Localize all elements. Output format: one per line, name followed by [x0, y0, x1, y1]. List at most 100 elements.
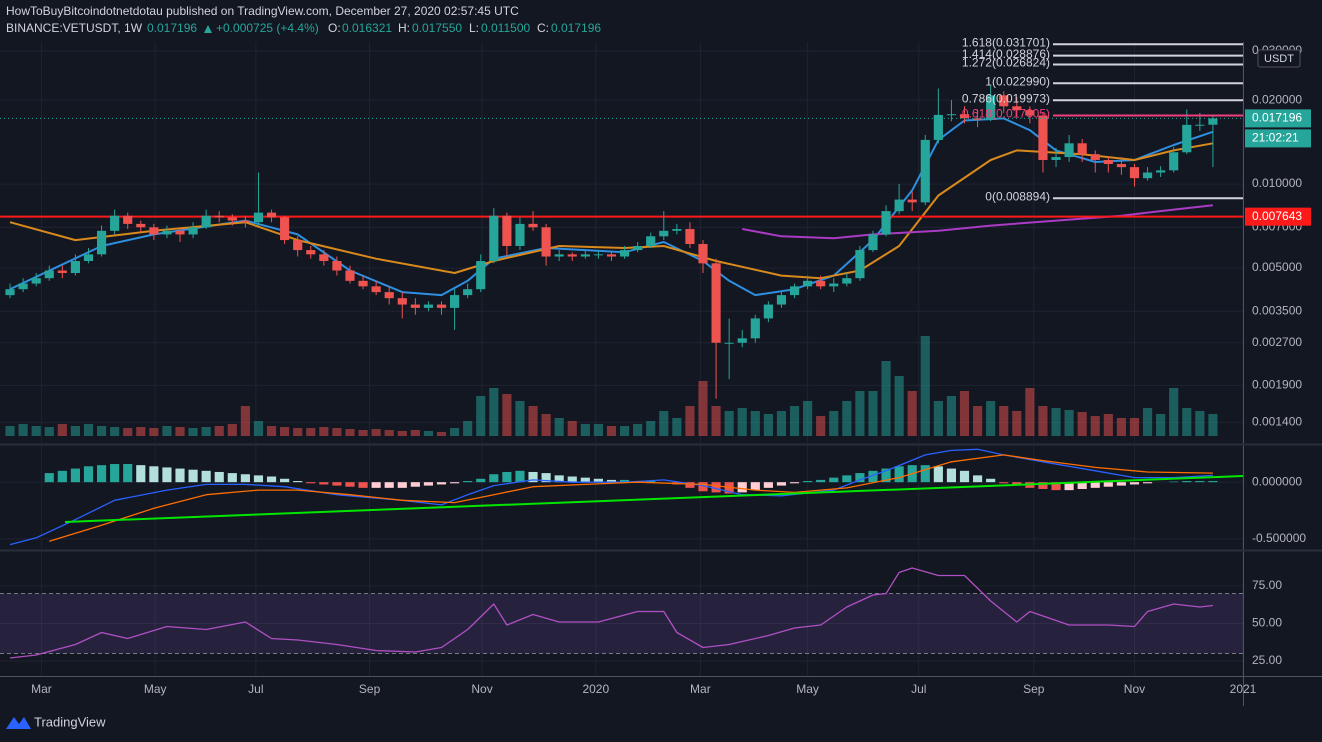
volume-bar	[633, 424, 643, 436]
candle-body	[410, 304, 420, 308]
candle-body	[999, 95, 1009, 107]
candle-body	[253, 212, 264, 223]
macd-histogram-bar	[227, 473, 237, 483]
volume-bar	[123, 428, 133, 436]
volume-bar	[319, 427, 329, 436]
volume-bar	[1012, 411, 1022, 436]
fib-label: 1.618(0.031701)	[962, 35, 1050, 49]
high-value: 0.017550	[412, 21, 462, 35]
macd-histogram-bar	[201, 470, 211, 483]
macd-histogram-bar	[436, 482, 447, 485]
candle-body	[227, 217, 237, 221]
footer-logo	[6, 717, 31, 729]
macd-histogram-bar	[1169, 481, 1179, 483]
volume-bar	[868, 391, 878, 436]
candle-body	[136, 223, 146, 228]
macd-histogram-bar	[214, 471, 224, 483]
volume-bar	[201, 427, 211, 436]
macd-histogram-bar	[253, 475, 264, 483]
volume-bar	[1116, 418, 1126, 436]
signal-line	[49, 454, 1213, 542]
macd-histogram-bar	[986, 478, 996, 483]
candle-body	[1116, 164, 1126, 168]
candle-body	[1064, 143, 1074, 158]
candle-body	[567, 254, 577, 257]
volume-bar	[397, 431, 407, 436]
candle-body	[293, 240, 303, 251]
macd-histogram-bar	[240, 474, 250, 483]
macd-histogram-bar	[1038, 482, 1048, 489]
volume-bar	[18, 424, 28, 436]
macd-histogram-bar	[528, 471, 538, 483]
macd-histogram-bar	[1208, 481, 1218, 483]
volume-bar	[476, 396, 486, 436]
volume-bar	[214, 426, 224, 436]
macd-histogram-bar	[554, 475, 564, 483]
macd-histogram-bar	[567, 476, 577, 483]
fib-label: 0.618(0.017605)	[962, 107, 1050, 121]
volume-bar	[1025, 388, 1035, 436]
last-close: 0.017196	[147, 21, 197, 35]
candle-body	[1051, 157, 1061, 160]
volume-bar	[436, 432, 447, 436]
macd-histogram-bar	[959, 470, 970, 483]
y-tick-label: 75.00	[1252, 578, 1282, 592]
macd-histogram-bar	[136, 465, 146, 483]
volume-bar	[371, 429, 381, 436]
candle-body	[946, 114, 957, 116]
candle-body	[1025, 110, 1035, 116]
footer-brand: TradingView	[34, 714, 106, 729]
volume-bar	[776, 411, 787, 436]
candle-body	[345, 270, 355, 281]
macd-histogram-bar	[371, 482, 381, 488]
volume-bar	[345, 429, 355, 436]
up-arrow	[204, 25, 212, 33]
y-tick-label: -0.500000	[1252, 531, 1306, 545]
macd-histogram-bar	[188, 469, 198, 483]
candle-body	[1103, 159, 1113, 165]
volume-bar	[1103, 414, 1113, 436]
volume-bar	[646, 421, 656, 436]
fib-label: 1.272(0.026824)	[962, 56, 1050, 70]
macd-histogram-bar	[1090, 482, 1100, 488]
volume-bar	[1090, 416, 1100, 436]
volume-bar	[1038, 406, 1048, 436]
candle-body	[528, 223, 538, 228]
volume-bar	[280, 427, 290, 436]
macd-histogram-bar	[789, 482, 800, 484]
candle-body	[881, 211, 891, 235]
rsi-band	[0, 593, 1243, 654]
macd-histogram-bar	[44, 473, 54, 483]
y-tick-label: 0.001400	[1252, 414, 1302, 428]
candle-body	[959, 114, 970, 119]
candle-body	[384, 292, 394, 299]
volume-bar	[763, 414, 773, 436]
volume-bar	[659, 411, 669, 436]
macd-histogram-bar	[803, 481, 813, 483]
volume-bar	[724, 411, 734, 436]
price-axis-background	[1243, 42, 1322, 706]
x-tick-label: 2020	[582, 682, 609, 696]
macd-histogram-bar	[1142, 482, 1153, 484]
candle-body	[750, 318, 760, 339]
macd-histogram-bar	[410, 482, 420, 487]
rsi-line	[9, 567, 1213, 659]
volume-bar	[149, 428, 159, 436]
volume-bar	[973, 406, 983, 436]
candle-body	[580, 254, 590, 257]
macd-histogram-bar	[423, 482, 434, 486]
volume-bar	[580, 424, 590, 436]
volume-bar	[502, 394, 512, 436]
macd-histogram-bar	[541, 473, 551, 483]
open-label: O:	[328, 21, 341, 35]
volume-bar	[515, 401, 525, 436]
candle-body	[5, 289, 15, 296]
volume-bar	[1077, 412, 1087, 436]
y-tick-label: 0.010000	[1252, 176, 1302, 190]
publisher-line: HowToBuyBitcoindotnetdotau published on …	[6, 4, 519, 18]
candle-body	[1142, 172, 1153, 179]
volume-bar	[606, 426, 617, 436]
candle-body	[698, 243, 708, 264]
macd-histogram-bar	[358, 482, 368, 488]
open-value: 0.016321	[342, 21, 392, 35]
